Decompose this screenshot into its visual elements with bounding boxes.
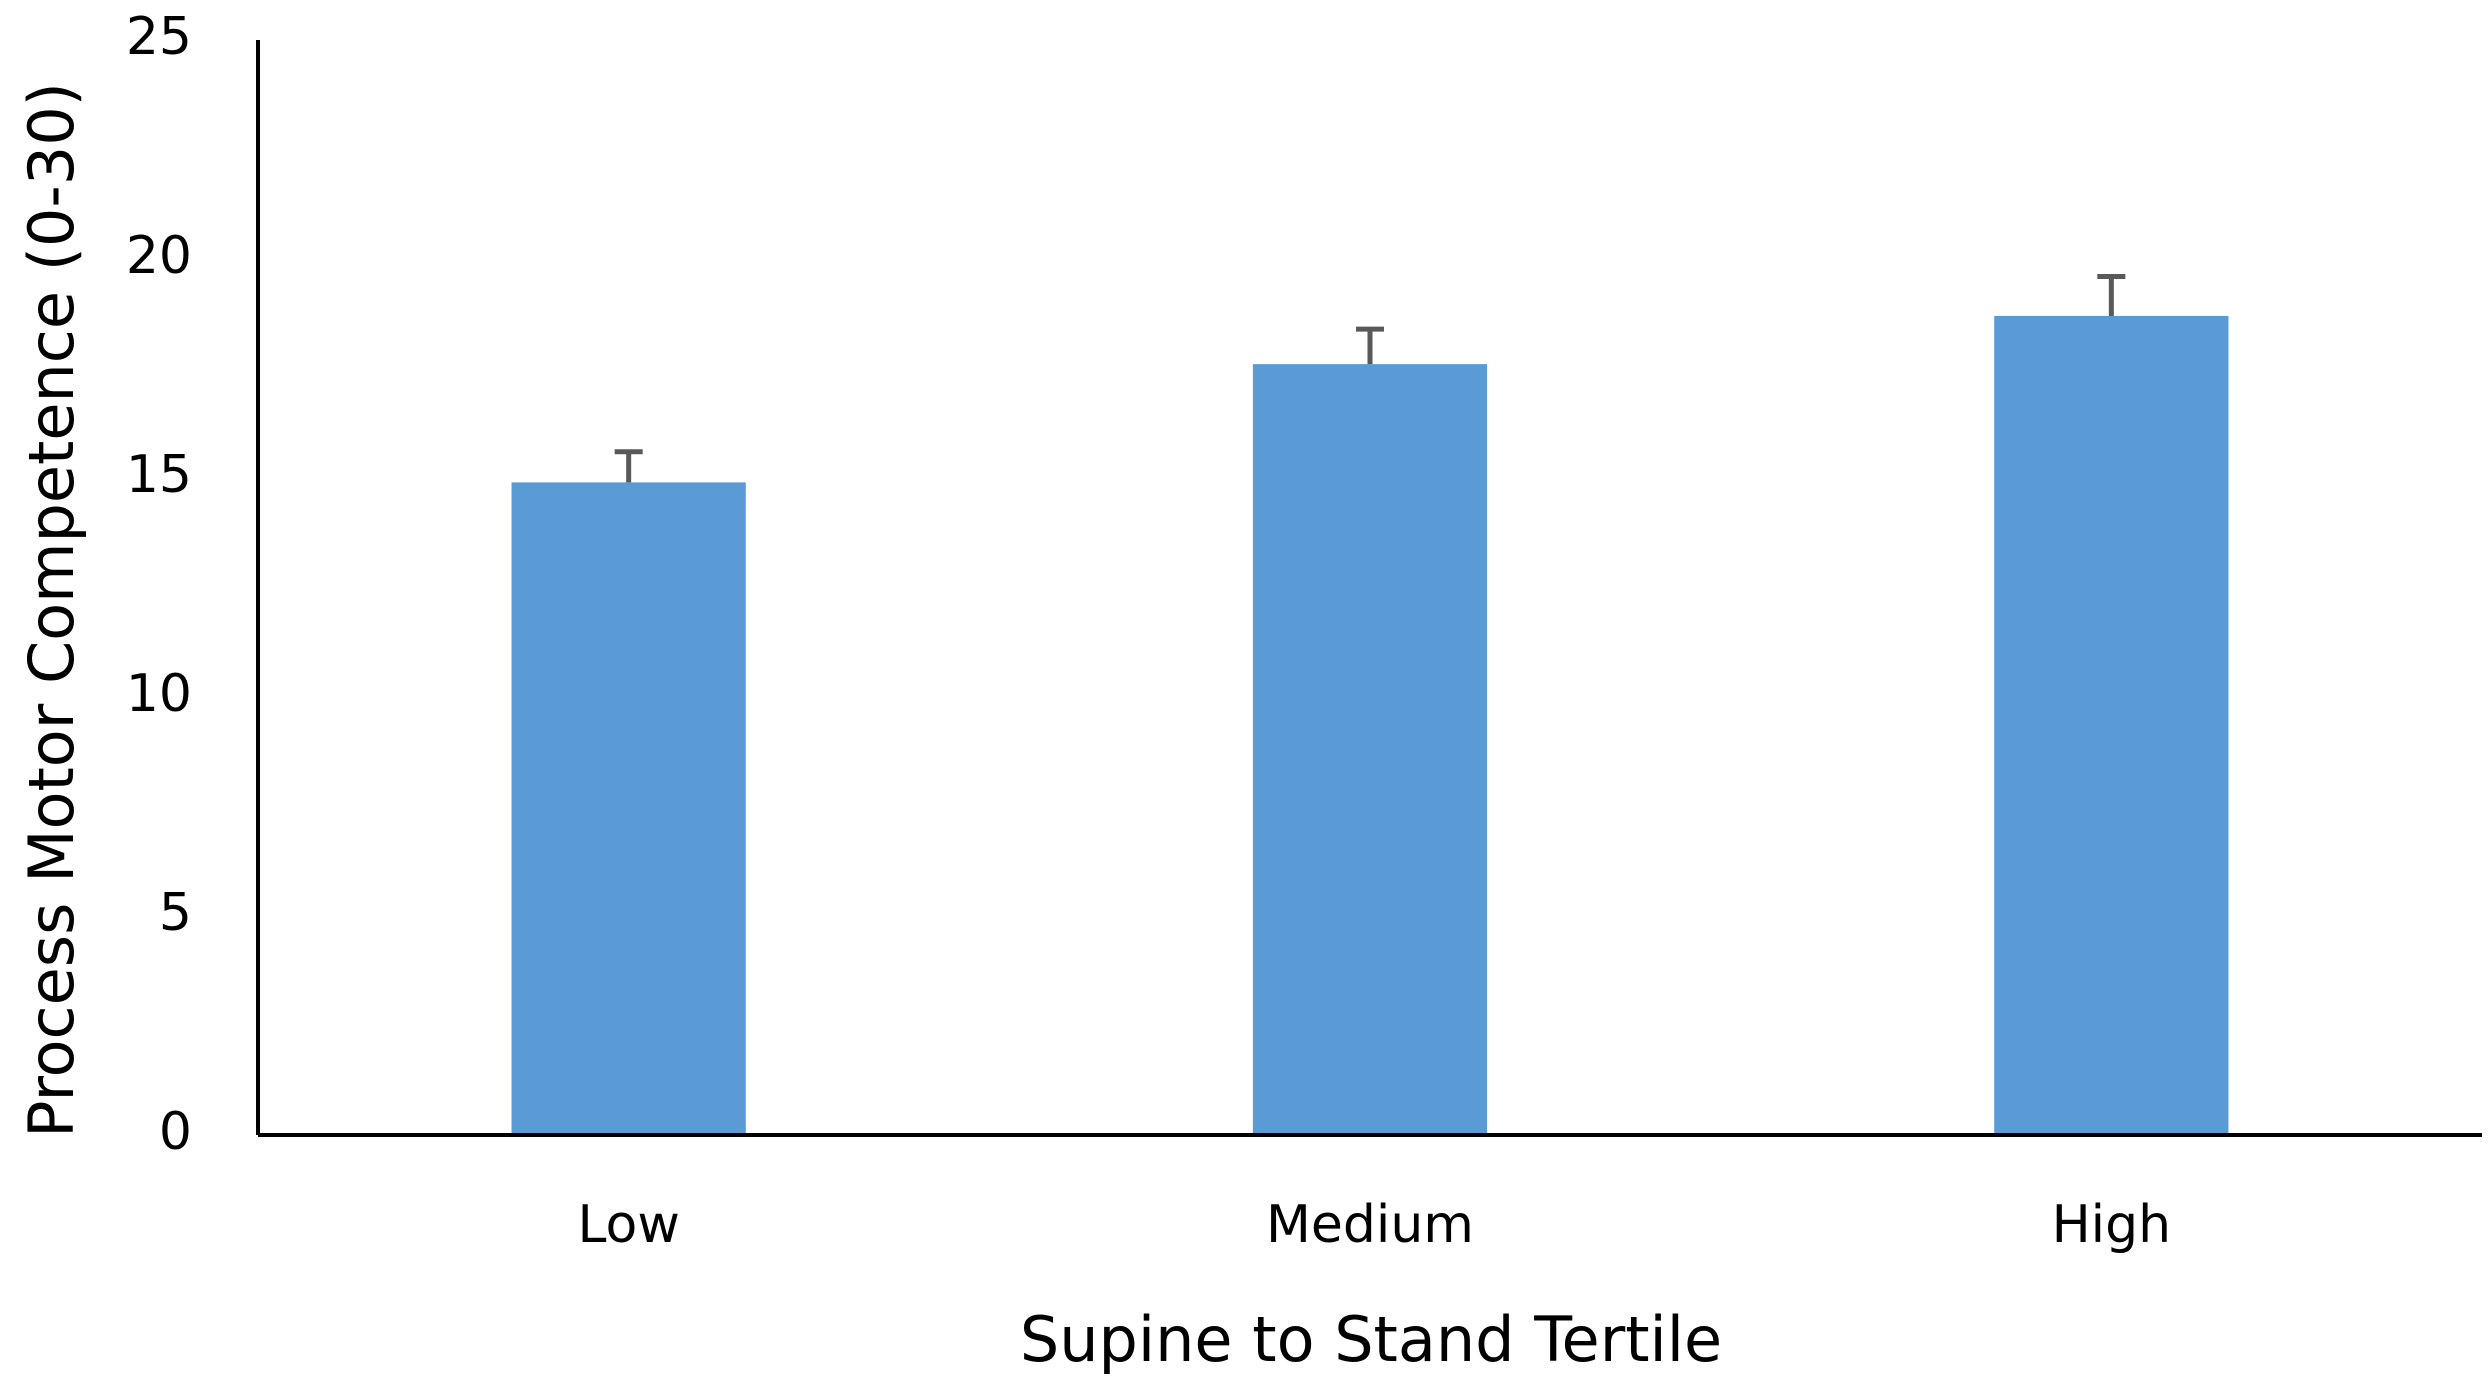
y-tick-label: 5 <box>159 883 192 943</box>
x-tick-label: High <box>2052 1195 2172 1255</box>
error-bar <box>2097 274 2126 316</box>
error-bar <box>614 449 643 483</box>
x-tick-label: Medium <box>1266 1195 1474 1255</box>
y-tick-label: 25 <box>126 7 192 67</box>
bar <box>1994 315 2229 1135</box>
y-tick-label: 20 <box>126 226 192 286</box>
y-tick-label: 10 <box>126 664 192 724</box>
error-bar <box>1356 326 1384 365</box>
y-tick-label: 15 <box>126 445 192 505</box>
bar <box>1252 364 1488 1135</box>
y-axis-title: Process Motor Competence (0-30) <box>15 82 88 1138</box>
x-tick-label: Low <box>577 1195 679 1255</box>
x-axis-title: Supine to Stand Tertile <box>1020 1303 1722 1376</box>
y-tick-label: 0 <box>159 1102 192 1162</box>
bar <box>511 482 746 1135</box>
